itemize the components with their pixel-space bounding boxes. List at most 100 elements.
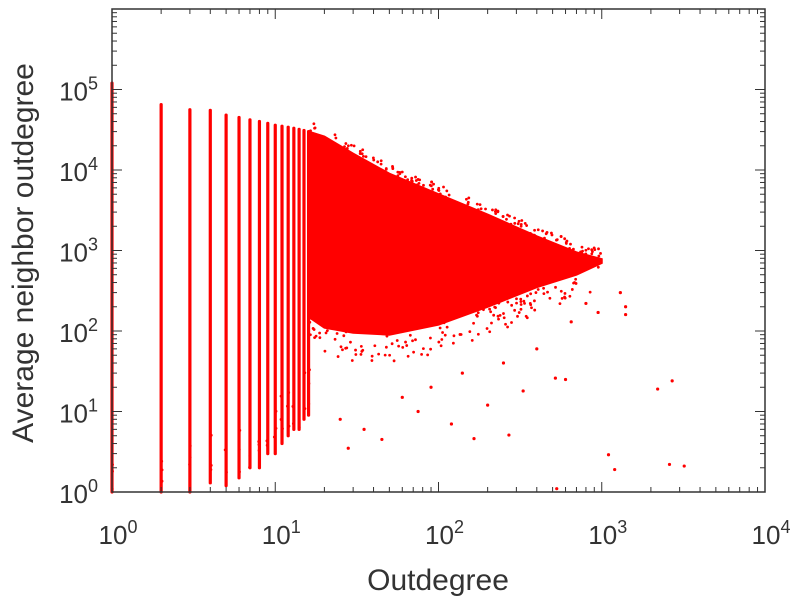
data-point <box>341 348 344 352</box>
outlier-point <box>362 427 366 431</box>
data-point <box>519 303 523 306</box>
data-point <box>452 334 456 338</box>
outlier-point <box>563 377 568 382</box>
data-point <box>517 219 521 223</box>
data-point <box>420 352 423 356</box>
data-point <box>411 339 414 343</box>
data-point <box>532 233 536 237</box>
data-point <box>506 325 510 329</box>
outlier-point <box>507 433 511 437</box>
y-tick-label: 105 <box>59 74 98 107</box>
data-point <box>279 394 283 398</box>
data-point <box>292 419 296 422</box>
data-point <box>414 338 417 342</box>
data-point <box>395 339 399 342</box>
data-point <box>421 347 425 351</box>
data-point <box>318 331 322 335</box>
data-point <box>333 337 337 341</box>
data-point <box>587 247 590 251</box>
outlier-point <box>380 437 384 442</box>
data-point <box>396 170 400 174</box>
data-point <box>451 341 455 345</box>
outlier-point <box>606 453 611 457</box>
data-point <box>504 322 507 326</box>
data-point <box>362 155 365 158</box>
data-point <box>437 189 441 192</box>
y-axis-title: Average neighbor outdegree <box>7 63 40 443</box>
outlier-point <box>472 437 476 441</box>
data-point <box>370 354 374 358</box>
data-point <box>476 311 480 315</box>
outlier-point <box>416 409 420 414</box>
outlier-point <box>682 464 686 468</box>
data-point <box>568 246 571 250</box>
data-point <box>406 178 410 182</box>
data-point <box>286 404 289 408</box>
data-point <box>559 235 563 238</box>
data-point <box>248 429 252 433</box>
data-point <box>533 308 537 312</box>
data-point <box>588 290 592 294</box>
data-point <box>287 391 291 394</box>
data-point <box>529 292 533 296</box>
data-point <box>403 175 407 179</box>
data-point <box>354 353 358 356</box>
data-point <box>376 160 380 164</box>
data-point <box>442 321 446 325</box>
data-point <box>430 180 433 184</box>
data-point <box>224 449 228 453</box>
data-point <box>564 242 568 245</box>
data-point <box>517 311 521 314</box>
data-point <box>415 183 419 187</box>
data-point <box>383 353 387 357</box>
data-point <box>445 325 449 329</box>
data-point <box>571 248 575 252</box>
outlier-point <box>596 310 600 315</box>
data-point <box>257 449 261 452</box>
x-axis-title: Outdegree <box>367 564 509 597</box>
data-point <box>297 425 301 429</box>
data-point <box>541 229 544 233</box>
data-point <box>209 433 213 437</box>
data-point <box>569 242 572 246</box>
data-point <box>490 321 493 325</box>
data-point <box>570 288 574 291</box>
data-point <box>584 252 588 256</box>
data-point <box>343 145 346 149</box>
data-point <box>274 427 278 430</box>
dense-point-cloud <box>307 130 603 336</box>
data-point <box>492 313 496 317</box>
data-point <box>476 208 480 212</box>
data-point <box>476 332 480 336</box>
data-point <box>309 129 312 133</box>
data-point <box>325 329 329 333</box>
outlier-point <box>618 290 622 295</box>
data-point <box>349 143 353 147</box>
y-tick-label: 101 <box>59 396 98 429</box>
data-point <box>342 334 346 338</box>
data-point <box>515 297 518 301</box>
data-point <box>388 353 392 357</box>
data-point <box>593 248 597 251</box>
data-point <box>432 182 435 186</box>
data-point <box>523 301 526 305</box>
data-point <box>555 238 559 242</box>
data-point <box>494 208 498 212</box>
data-point <box>361 148 365 152</box>
outlier-point <box>346 446 350 450</box>
x-tick-label: 102 <box>425 517 464 550</box>
data-point <box>497 301 501 305</box>
data-point <box>498 314 502 317</box>
data-point <box>401 345 405 349</box>
data-point <box>384 167 388 171</box>
data-point <box>574 277 578 281</box>
data-point <box>563 295 566 299</box>
data-point <box>475 313 478 317</box>
data-point <box>359 344 363 348</box>
data-point <box>506 213 509 217</box>
data-point <box>516 222 520 226</box>
data-point <box>439 344 443 348</box>
data-point <box>525 294 529 298</box>
data-point <box>437 186 441 190</box>
